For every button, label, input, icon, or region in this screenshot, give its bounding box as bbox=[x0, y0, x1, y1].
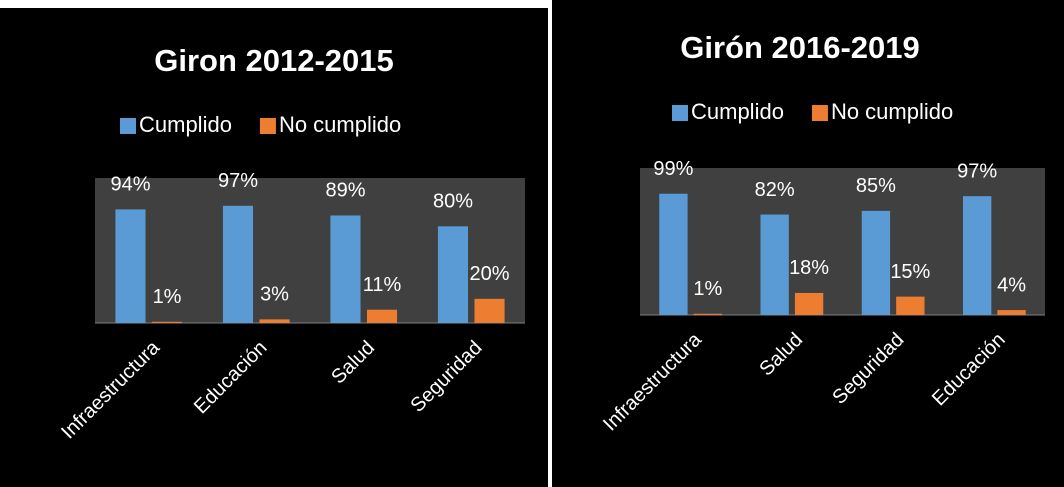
data-label: 1% bbox=[693, 278, 722, 300]
data-label: 18% bbox=[789, 257, 829, 279]
legend-swatch bbox=[120, 118, 136, 134]
bar bbox=[794, 292, 824, 315]
bar bbox=[896, 296, 925, 315]
chart: Girón 2016-2019 Cumplido No cumplido Infrae… bbox=[552, 0, 1064, 487]
legend-label: No cumplido bbox=[279, 112, 401, 137]
bar bbox=[115, 209, 146, 323]
data-label: 97% bbox=[957, 160, 997, 182]
bar bbox=[259, 319, 290, 323]
chart-title: Girón 2016-2019 bbox=[680, 30, 920, 65]
bar bbox=[437, 226, 469, 323]
data-label: 85% bbox=[856, 175, 896, 197]
x-tick-label: Salud bbox=[327, 337, 379, 389]
bar bbox=[330, 215, 361, 323]
legend-label: No cumplido bbox=[831, 99, 953, 124]
legend-label: Cumplido bbox=[139, 112, 232, 137]
data-label: 3% bbox=[260, 284, 289, 306]
x-tick-label: Educación bbox=[928, 329, 1010, 411]
x-tick-label: Infraestructura bbox=[57, 336, 164, 443]
bar bbox=[474, 298, 505, 323]
x-tick-label: Salud bbox=[755, 329, 807, 381]
data-label: 97% bbox=[218, 170, 258, 192]
legend-swatch bbox=[672, 105, 688, 121]
data-label: 99% bbox=[653, 158, 693, 180]
x-tick-label: Seguridad bbox=[406, 337, 486, 417]
chart-title: Giron 2012-2015 bbox=[154, 43, 394, 78]
data-label: 20% bbox=[470, 263, 510, 285]
legend-swatch bbox=[259, 118, 276, 134]
legend-swatch bbox=[811, 105, 828, 121]
bar bbox=[222, 205, 254, 323]
data-label: 4% bbox=[997, 274, 1026, 296]
bar bbox=[760, 214, 789, 315]
data-label: 82% bbox=[755, 179, 795, 201]
bar bbox=[997, 310, 1026, 315]
x-tick-label: Seguridad bbox=[828, 329, 908, 409]
data-label: 15% bbox=[890, 261, 930, 283]
data-label: 1% bbox=[153, 286, 182, 308]
bar bbox=[151, 321, 183, 323]
legend-label: Cumplido bbox=[691, 99, 784, 124]
x-tick-label: Educación bbox=[190, 337, 272, 419]
data-label: 89% bbox=[325, 180, 365, 202]
bar bbox=[693, 313, 723, 315]
chart: Giron 2012-2015 Cumplido No cumplido Infrae… bbox=[0, 8, 548, 487]
data-label: 94% bbox=[110, 174, 150, 196]
bar bbox=[962, 196, 992, 315]
bar bbox=[659, 193, 688, 315]
data-label: 11% bbox=[363, 274, 402, 296]
x-tick-label: Infraestructura bbox=[599, 328, 706, 435]
data-label: 80% bbox=[433, 191, 473, 213]
bar bbox=[366, 309, 398, 323]
bar bbox=[861, 210, 891, 315]
